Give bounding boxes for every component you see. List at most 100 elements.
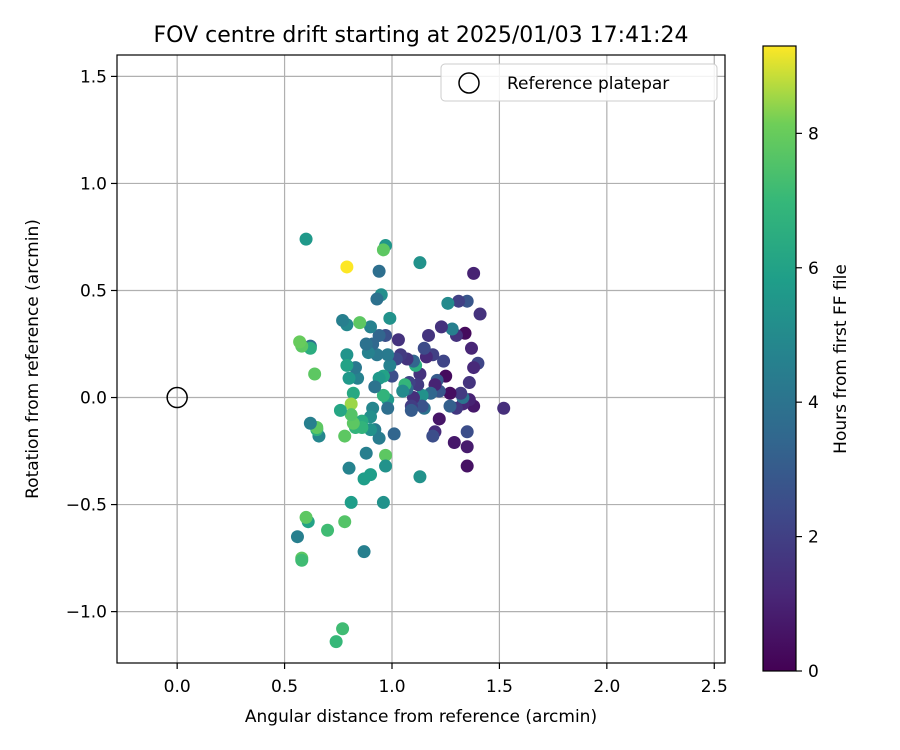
scatter-point [376,388,390,402]
colorbar-tick-label: 6 [808,259,819,279]
scatter-point [357,545,371,559]
scatter-point [299,510,313,524]
scatter-point [333,403,347,417]
scatter-point [413,470,427,484]
legend: Reference platepar [440,63,718,102]
colorbar: 0 2 4 6 8 Hours from first FF file [762,45,851,682]
scatter-point [329,635,343,649]
colorbar-gradient [762,45,797,672]
scatter-point [338,429,352,443]
scatter-point [372,264,386,278]
colorbar-ticks: 0 2 4 6 8 [796,124,819,682]
scatter-point [340,358,354,372]
y-tick-label: 0.5 [80,281,107,301]
legend-label: Reference platepar [507,74,669,94]
scatter-point [295,553,309,567]
scatter-point [473,307,487,321]
scatter-point [359,337,373,351]
scatter-point [379,448,393,462]
scatter-point [303,416,317,430]
scatter-point [434,320,448,334]
plot-frame [116,54,726,664]
scatter-point [364,320,378,334]
scatter-point [443,399,457,413]
scatter-point [415,399,429,413]
scatter-point [445,322,459,336]
scatter-point [353,316,367,330]
scatter-point [344,397,358,411]
scatter-point [426,429,440,443]
scatter-point [342,461,356,475]
scatter-point [370,292,384,306]
y-axis-ticks: −1.0 −0.5 0.0 0.5 1.0 1.5 [66,67,117,623]
colorbar-tick-label: 0 [808,662,819,682]
y-tick-label: −1.0 [66,603,107,623]
scatter-point [381,401,395,415]
scatter-point [381,348,395,362]
scatter-point [443,386,457,400]
x-tick-label: 1.0 [378,677,405,697]
x-tick-label: 1.5 [486,677,513,697]
x-tick-label: 2.5 [701,677,728,697]
colorbar-tick-label: 8 [808,124,819,144]
scatter-point [460,440,474,454]
scatter-point [376,495,390,509]
scatter-point [460,459,474,473]
scatter-point [454,386,468,400]
scatter-point [344,495,358,509]
scatter-point [368,380,382,394]
scatter-point [413,256,427,270]
legend-marker [458,72,480,94]
scatter-point [346,386,360,400]
y-tick-label: 1.5 [80,67,107,87]
y-axis-label: Rotation from reference (arcmin) [23,219,43,499]
scatter-point [497,401,511,415]
scatter-point [452,294,466,308]
scatter-point [467,266,481,280]
y-tick-label: 1.0 [80,174,107,194]
scatter-point [396,384,410,398]
y-tick-label: 0.0 [80,389,107,409]
scatter-point [336,313,350,327]
scatter-point [359,446,373,460]
scatter-point [336,622,350,636]
scatter-point [340,260,354,274]
scatter-point [460,425,474,439]
colorbar-label: Hours from first FF file [831,264,851,454]
scatter-point [383,358,397,372]
scatter-point [299,232,313,246]
scatter-point [422,328,436,342]
scatter-point [383,311,397,325]
colorbar-tick-label: 4 [808,393,819,413]
scatter-point [447,435,461,449]
scatter-point [437,354,451,368]
x-tick-label: 2.0 [593,677,620,697]
x-axis-ticks: 0.0 0.5 1.0 1.5 2.0 2.5 [164,663,728,697]
scatter-point [357,472,371,486]
scatter-point [462,376,476,390]
scatter-point [344,408,358,422]
reference-point-marker [166,386,188,409]
x-tick-label: 0.0 [164,677,191,697]
chart-title: FOV centre drift starting at 2025/01/03 … [154,23,689,48]
scatter-point [441,296,455,310]
scatter-point [391,333,405,347]
x-axis-label: Angular distance from reference (arcmin) [245,707,597,727]
scatter-point [467,361,481,375]
scatter-point [417,341,431,355]
scatter-point [340,348,354,362]
scatter-point [290,530,304,544]
scatter-point [308,367,322,381]
data-points [290,232,511,649]
scatter-point [464,341,478,355]
x-tick-label: 0.5 [271,677,298,697]
scatter-point [342,371,356,385]
scatter-point [387,427,401,441]
scatter-point [321,523,335,537]
scatter-point [432,412,446,426]
scatter-point [379,459,393,473]
legend-box [440,63,718,102]
scatter-point [338,515,352,529]
scatter-point [376,243,390,257]
